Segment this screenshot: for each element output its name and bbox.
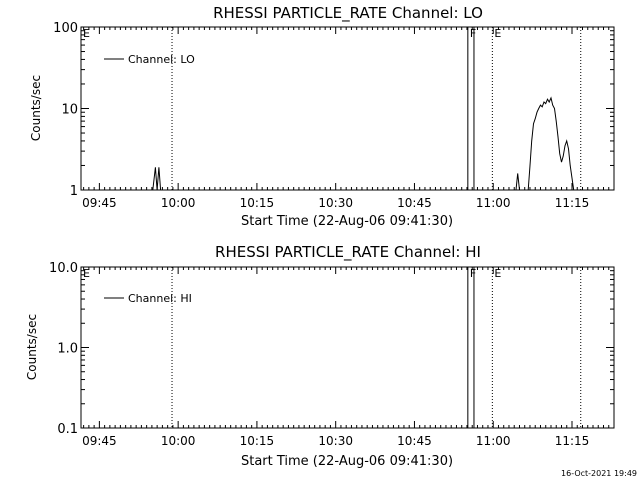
x-tick-label: 10:45 <box>397 196 432 210</box>
flag-label: F <box>470 27 476 40</box>
x-tick-label: 09:45 <box>82 434 117 448</box>
x-tick-label: 11:00 <box>476 196 511 210</box>
x-tick-label: 09:45 <box>82 196 117 210</box>
y-tick-label: 100 <box>53 21 78 36</box>
x-tick-label: 11:15 <box>555 196 590 210</box>
x-tick-label: 11:00 <box>476 434 511 448</box>
flag-label: E <box>494 27 501 40</box>
y-tick-label: 1.0 <box>57 342 78 357</box>
x-tick-label: 10:00 <box>161 196 196 210</box>
y-tick-label: 10 <box>61 103 78 118</box>
x-axis-ticks: 09:45 10:00 10:15 10:30 10:45 11:00 11:15 <box>82 27 615 210</box>
hi-channel-panel: RHESSI PARTICLE_RATE Channel: HI 09:45 10… <box>25 243 615 469</box>
legend: Channel: LO <box>104 53 195 66</box>
chart-title: RHESSI PARTICLE_RATE Channel: LO <box>213 4 483 23</box>
legend: Channel: HI <box>104 292 192 305</box>
series-line <box>515 173 520 191</box>
flag-label: E <box>83 267 90 280</box>
legend-label: Channel: HI <box>128 292 192 305</box>
flag-label: F <box>470 267 476 280</box>
y-tick-label: 10.0 <box>49 261 78 276</box>
lo-channel-panel: RHESSI PARTICLE_RATE Channel: LO 09:45 10… <box>29 4 615 229</box>
chart-title: RHESSI PARTICLE_RATE Channel: HI <box>215 243 481 262</box>
series-line <box>527 96 575 191</box>
x-tick-label: 10:15 <box>240 196 275 210</box>
x-tick-label: 10:30 <box>318 434 353 448</box>
x-tick-label: 10:45 <box>397 434 432 448</box>
y-axis-label: Counts/sec <box>25 314 39 380</box>
flag-label: E <box>494 267 501 280</box>
series-line <box>152 167 162 191</box>
flag-label: E <box>83 27 90 40</box>
legend-label: Channel: LO <box>128 53 195 66</box>
y-axis-ticks: 1 10 100 <box>53 21 614 199</box>
y-tick-label: 0.1 <box>57 422 78 437</box>
x-tick-label: 10:15 <box>240 434 275 448</box>
vertical-marker-lines <box>171 27 582 190</box>
data-series <box>152 96 575 191</box>
plot-frame <box>80 26 615 191</box>
x-tick-label: 11:15 <box>555 434 590 448</box>
footer-timestamp: 16-Oct-2021 19:49 <box>561 469 637 478</box>
x-axis-label: Start Time (22-Aug-06 09:41:30) <box>241 454 453 469</box>
x-axis-ticks: 09:45 10:00 10:15 10:30 10:45 11:00 11:15 <box>82 267 615 448</box>
y-tick-label: 1 <box>70 184 78 199</box>
y-axis-label: Counts/sec <box>29 75 43 141</box>
vertical-marker-lines <box>171 267 582 428</box>
x-tick-label: 10:00 <box>161 434 196 448</box>
x-axis-label: Start Time (22-Aug-06 09:41:30) <box>241 214 453 229</box>
x-tick-label: 10:30 <box>318 196 353 210</box>
y-axis-ticks: 0.1 1.0 10.0 <box>49 261 614 437</box>
